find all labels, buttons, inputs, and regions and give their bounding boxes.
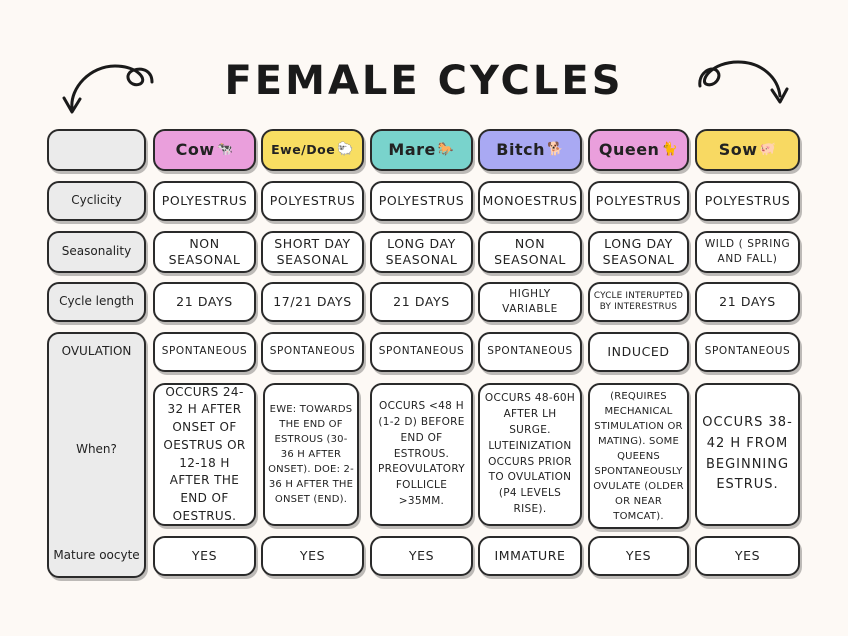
seasonality-cell-cow: NON SEASONAL bbox=[153, 231, 256, 273]
species-name: Mare bbox=[388, 140, 436, 160]
row-label-seasonality: Seasonality bbox=[47, 231, 146, 273]
row-label-cycle-length: Cycle length bbox=[47, 282, 146, 322]
row-label-when: When? bbox=[76, 442, 117, 456]
species-name: Sow bbox=[718, 140, 758, 160]
seasonality-cell-queen: LONG DAY SEASONAL bbox=[588, 231, 689, 273]
mature-oocyte-cell-queen: YES bbox=[588, 536, 689, 576]
when-cell-cow: OCCURS 24-32 H AFTER ONSET OF OESTRUS OR… bbox=[153, 383, 256, 526]
cycle-length-cell-cow: 21 DAYS bbox=[153, 282, 256, 322]
cyclicity-cell-bitch: MONOESTRUS bbox=[478, 181, 582, 221]
ovulation-cell-sow: SPONTANEOUS bbox=[695, 332, 800, 372]
pig-icon: 🐖 bbox=[759, 142, 777, 158]
page-title: FEMALE CYCLES bbox=[224, 58, 624, 104]
curved-arrow-left-icon bbox=[62, 64, 154, 114]
when-cell-bitch: OCCURS 48-60H AFTER LH SURGE. LUTEINIZAT… bbox=[478, 383, 582, 526]
horse-icon: 🐎 bbox=[437, 142, 455, 158]
when-cell-queen: (REQUIRES MECHANICAL STIMULATION OR MATI… bbox=[588, 383, 689, 529]
header-empty-cell bbox=[47, 129, 146, 171]
ovulation-cell-bitch: SPONTANEOUS bbox=[478, 332, 582, 372]
cyclicity-cell-sow: POLYESTRUS bbox=[695, 181, 800, 221]
when-cell-mare: OCCURS <48 H (1-2 D) BEFORE END OF ESTRO… bbox=[370, 383, 473, 526]
cow-icon: 🐄 bbox=[216, 142, 234, 158]
cyclicity-cell-mare: POLYESTRUS bbox=[370, 181, 473, 221]
cat-icon: 🐈 bbox=[661, 142, 679, 158]
cycle-length-cell-bitch: HIGHLY VARIABLE bbox=[478, 282, 582, 322]
row-label-ovulation: OVULATION bbox=[61, 344, 132, 358]
cycle-length-cell-mare: 21 DAYS bbox=[370, 282, 473, 322]
mature-oocyte-cell-sow: YES bbox=[695, 536, 800, 576]
seasonality-cell-ewe-doe: SHORT DAY SEASONAL bbox=[261, 231, 364, 273]
cyclicity-cell-ewe-doe: POLYESTRUS bbox=[261, 181, 364, 221]
ovulation-cell-ewe-doe: SPONTANEOUS bbox=[261, 332, 364, 372]
dog-icon: 🐕 bbox=[547, 142, 564, 158]
mature-oocyte-cell-cow: YES bbox=[153, 536, 256, 576]
species-name: Queen bbox=[598, 140, 660, 160]
species-name: Ewe/Doe bbox=[271, 141, 336, 157]
ovulation-cell-mare: SPONTANEOUS bbox=[370, 332, 473, 372]
mature-oocyte-cell-mare: YES bbox=[370, 536, 473, 576]
cyclicity-cell-cow: POLYESTRUS bbox=[153, 181, 256, 221]
ovulation-cell-queen: INDUCED bbox=[588, 332, 689, 372]
sheep-icon: 🐑 bbox=[337, 142, 354, 158]
seasonality-cell-sow: WILD ( SPRING AND FALL) bbox=[695, 231, 800, 273]
seasonality-cell-bitch: NON SEASONAL bbox=[478, 231, 582, 273]
species-header-queen: Queen 🐈 bbox=[588, 129, 689, 171]
ovulation-cell-cow: SPONTANEOUS bbox=[153, 332, 256, 372]
when-cell-sow: OCCURS 38-42 H FROM BEGINNING ESTRUS. bbox=[695, 383, 800, 526]
cycle-length-cell-ewe-doe: 17/21 DAYS bbox=[261, 282, 364, 322]
curved-arrow-right-icon bbox=[698, 60, 789, 104]
species-header-mare: Mare 🐎 bbox=[370, 129, 473, 171]
row-label-cyclicity: Cyclicity bbox=[47, 181, 146, 221]
ovulation-sidebar bbox=[47, 332, 146, 578]
mature-oocyte-cell-bitch: IMMATURE bbox=[478, 536, 582, 576]
seasonality-cell-mare: LONG DAY SEASONAL bbox=[370, 231, 473, 273]
species-header-ewe-doe: Ewe/Doe 🐑 bbox=[261, 129, 364, 171]
species-header-cow: Cow 🐄 bbox=[153, 129, 256, 171]
row-label-mature-oocyte: Mature oocyte bbox=[53, 548, 140, 562]
cycle-length-cell-queen: CYCLE INTERUPTED BY INTERESTRUS bbox=[588, 282, 689, 322]
cycle-length-cell-sow: 21 DAYS bbox=[695, 282, 800, 322]
species-name: Cow bbox=[175, 140, 215, 160]
when-cell-ewe-doe: EWE: TOWARDS THE END OF ESTROUS (30-36 H… bbox=[263, 383, 359, 526]
mature-oocyte-cell-ewe-doe: YES bbox=[261, 536, 364, 576]
species-header-sow: Sow 🐖 bbox=[695, 129, 800, 171]
species-header-bitch: Bitch 🐕 bbox=[478, 129, 582, 171]
cyclicity-cell-queen: POLYESTRUS bbox=[588, 181, 689, 221]
species-name: Bitch bbox=[496, 140, 545, 160]
